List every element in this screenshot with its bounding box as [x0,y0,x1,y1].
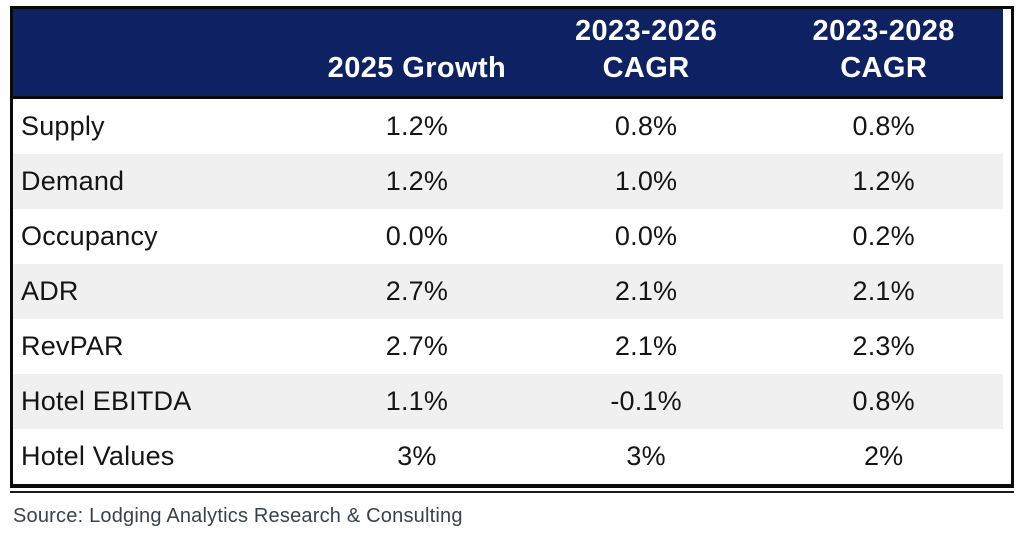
cell-value: 2.7% [385,331,449,361]
header-label: 2025 Growth [327,51,507,84]
header-cell-2025-growth: 2025 Growth [306,9,528,96]
row-label: RevPAR [21,331,124,361]
header-label-line2: CAGR [840,51,928,84]
table-row-supply: Supply 1.2% 0.8% 0.8% [13,99,1003,154]
table-row-demand: Demand 1.2% 1.0% 1.2% [13,154,1003,209]
row-label: Supply [21,111,105,141]
cell-value: 2.1% [614,331,678,361]
table-frame: 2025 Growth 2023-2026 CAGR 2023-2028 CAG… [10,6,1014,488]
row-label: Demand [21,166,125,196]
cell-value: 1.2% [385,166,449,196]
row-label: Hotel Values [21,441,175,471]
row-label: Hotel EBITDA [21,386,192,416]
cell-value: 0.8% [852,386,915,416]
cell-value: 0.0% [385,221,449,251]
row-label: Occupancy [21,221,158,251]
cell-value: 0.8% [614,111,678,141]
table-header-row: 2025 Growth 2023-2026 CAGR 2023-2028 CAG… [13,9,1003,99]
cell-value: 1.1% [385,386,449,416]
cell-value: 2.1% [614,276,678,306]
table-row-revpar: RevPAR 2.7% 2.1% 2.3% [13,319,1003,374]
cell-value: 2.7% [385,276,449,306]
cell-value: -0.1% [610,386,682,416]
source-attribution: Source: Lodging Analytics Research & Con… [13,505,463,527]
row-label: ADR [21,276,79,306]
forecast-table: 2025 Growth 2023-2026 CAGR 2023-2028 CAG… [10,6,1014,493]
cell-value: 0.2% [852,221,915,251]
cell-value: 1.0% [614,166,678,196]
cell-value: 2% [863,441,904,471]
header-label-line2: CAGR [602,51,690,84]
header-label-line1: 2023-2028 [812,14,955,47]
header-cell-metric [13,9,306,96]
cell-value: 2.1% [852,276,915,306]
cell-value: 1.2% [852,166,915,196]
header-label-line1: 2023-2026 [574,14,718,47]
cell-value: 2.3% [852,331,915,361]
cell-value: 0.8% [852,111,915,141]
table-row-occupancy: Occupancy 0.0% 0.0% 0.2% [13,209,1003,264]
table-row-hotel-ebitda: Hotel EBITDA 1.1% -0.1% 0.8% [13,374,1003,429]
cell-value: 3% [397,441,437,471]
table-row-adr: ADR 2.7% 2.1% 2.1% [13,264,1003,319]
header-cell-2023-2026-cagr: 2023-2026 CAGR [528,9,765,96]
cell-value: 3% [626,441,666,471]
cell-value: 1.2% [385,111,449,141]
header-cell-2023-2028-cagr: 2023-2028 CAGR [764,9,1003,96]
table-row-hotel-values: Hotel Values 3% 3% 2% [13,429,1003,484]
cell-value: 0.0% [614,221,678,251]
